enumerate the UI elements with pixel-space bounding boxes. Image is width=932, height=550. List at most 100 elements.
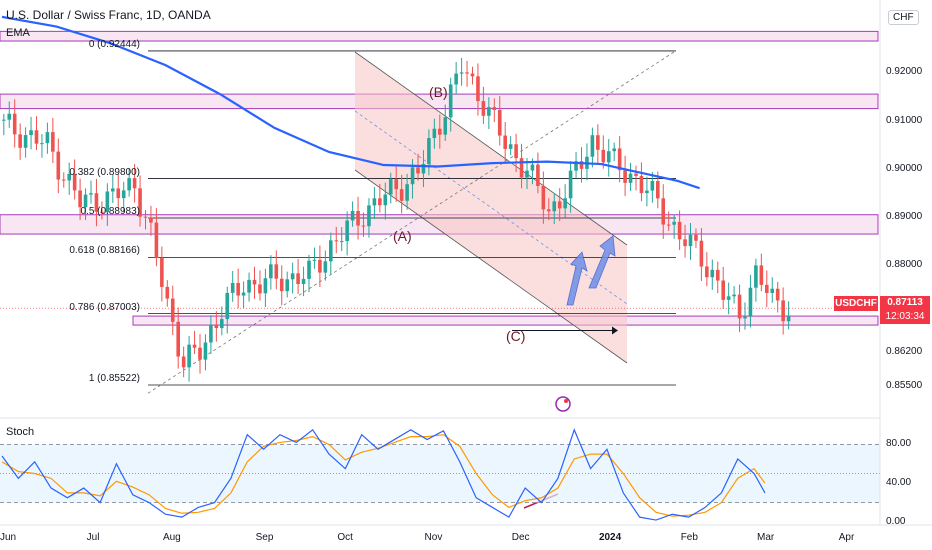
candle-body xyxy=(165,286,170,299)
candle-body xyxy=(329,240,333,262)
trendline xyxy=(147,50,677,394)
wave-label-b: (B) xyxy=(429,84,448,100)
candle-body xyxy=(661,198,666,225)
candle-body xyxy=(143,216,148,218)
candle-body xyxy=(770,288,775,293)
candle-body xyxy=(290,273,295,280)
candle-body xyxy=(132,178,137,189)
candle-body xyxy=(683,239,687,247)
fib-label: 0.5 (0.88983) xyxy=(80,205,141,217)
candle-body xyxy=(476,76,480,102)
candle-body xyxy=(100,211,104,213)
fib-label: 0.618 (0.88166) xyxy=(69,245,140,257)
candle-body xyxy=(601,149,606,163)
time-tick: Sep xyxy=(255,532,274,543)
stoch-indicator-label[interactable]: Stoch xyxy=(6,426,35,438)
last-price-tag: 0.87113 12:03:34 xyxy=(880,296,930,324)
candle-body xyxy=(23,135,28,148)
stoch-tick: 80.00 xyxy=(886,438,912,450)
candle-body xyxy=(688,234,693,247)
candle-body xyxy=(748,287,753,317)
time-tick: Mar xyxy=(757,532,775,543)
candle-body xyxy=(737,294,742,319)
price-tick: 0.90000 xyxy=(886,162,923,174)
candle-body xyxy=(40,143,44,145)
candle-body xyxy=(492,107,497,110)
candle-body xyxy=(209,325,213,343)
candle-body xyxy=(459,72,464,74)
candle-body xyxy=(563,198,567,209)
candle-body xyxy=(160,258,164,287)
candle-body xyxy=(378,198,382,206)
candle-body xyxy=(775,288,780,301)
candle-body xyxy=(612,148,616,152)
candle-body xyxy=(552,201,557,212)
candle-body xyxy=(279,278,284,292)
candle-body xyxy=(754,265,758,288)
candle-body xyxy=(34,130,39,144)
candle-body xyxy=(454,73,458,85)
candle-body xyxy=(410,167,415,185)
candle-body xyxy=(361,225,366,227)
zone xyxy=(132,315,879,326)
zone xyxy=(0,30,879,42)
candle-body xyxy=(519,158,524,178)
stoch-k-line xyxy=(1,428,766,521)
candle-body xyxy=(427,138,431,164)
currency-button[interactable]: CHF xyxy=(888,10,919,25)
candle-body xyxy=(274,264,279,279)
candle-body xyxy=(29,130,33,136)
symbol-tag: USDCHF xyxy=(834,296,878,311)
candle-body xyxy=(416,167,420,174)
candle-body xyxy=(634,173,638,176)
candle-body xyxy=(154,222,159,259)
stoch-tick: 40.00 xyxy=(886,477,912,489)
candle-body xyxy=(61,179,66,181)
candle-body xyxy=(508,144,513,149)
candle-body xyxy=(465,72,469,74)
candle-body xyxy=(56,151,61,180)
candle-body xyxy=(7,113,12,120)
candle-body xyxy=(443,117,448,135)
candle-body xyxy=(334,240,339,242)
candle-body xyxy=(121,190,126,199)
projection-arrow-2 xyxy=(588,235,616,289)
time-tick: Nov xyxy=(424,532,443,543)
candle-body xyxy=(367,205,371,227)
candle-body xyxy=(530,164,535,171)
candle-body xyxy=(18,134,22,148)
candle-body xyxy=(127,178,131,191)
candle-body xyxy=(541,185,546,210)
channel-upper xyxy=(354,51,628,246)
candle-body xyxy=(666,224,671,226)
candle-body xyxy=(176,321,180,357)
candle-body xyxy=(323,261,328,273)
candle-body xyxy=(590,135,595,157)
fib-label: 0 (0.92444) xyxy=(88,38,140,50)
candle-body xyxy=(547,209,551,212)
candle-body xyxy=(394,179,398,190)
candle-body xyxy=(187,344,191,368)
candle-body xyxy=(656,181,660,199)
candle-body xyxy=(438,128,442,135)
price-tick: 0.92000 xyxy=(886,66,923,78)
candle-body xyxy=(705,266,709,278)
candle-body xyxy=(67,173,71,181)
candle-body xyxy=(606,151,611,163)
time-tick: Aug xyxy=(162,532,181,543)
time-tick: Oct xyxy=(337,532,353,543)
candle-body xyxy=(252,279,257,285)
candle-body xyxy=(247,279,251,293)
candle-body xyxy=(111,188,115,192)
candle-body xyxy=(350,210,355,221)
candle-body xyxy=(759,265,764,285)
fib-label: 0.382 (0.89800) xyxy=(69,166,140,178)
bar-countdown: 12:03:34 xyxy=(885,311,925,322)
candle-body xyxy=(721,280,725,300)
candle-body xyxy=(525,170,529,178)
candle-body xyxy=(301,278,306,285)
ema-indicator-label[interactable]: EMA xyxy=(6,27,30,39)
candle-body xyxy=(149,217,153,223)
candle-body xyxy=(536,164,540,186)
